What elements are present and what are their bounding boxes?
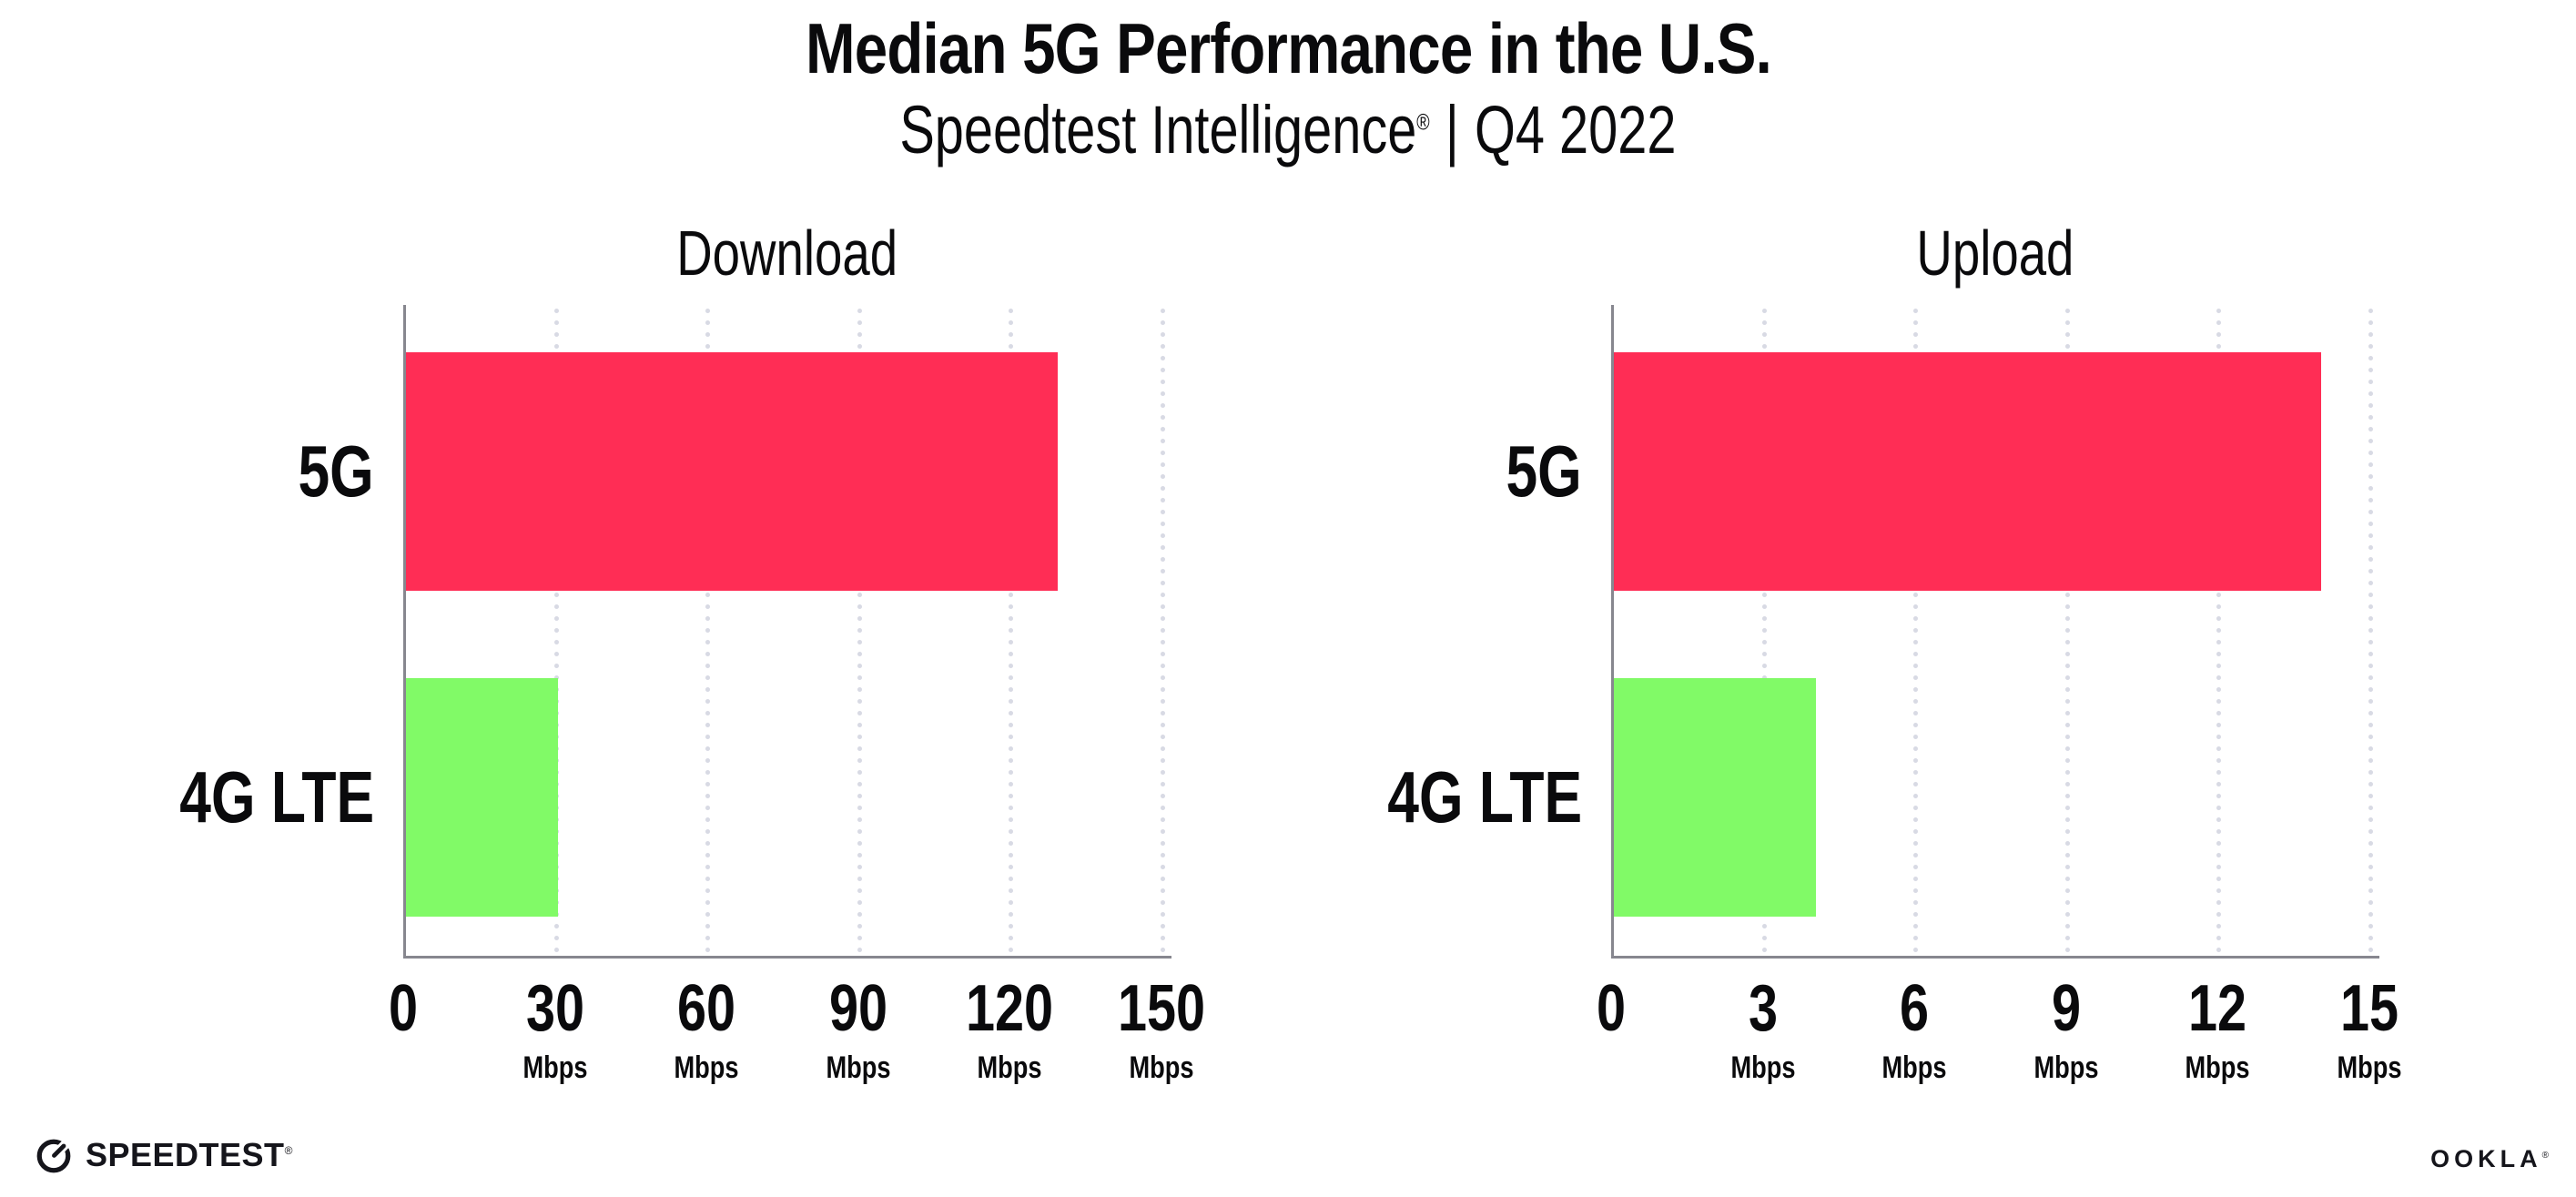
x-tick-unit: Mbps [2337,1050,2402,1085]
x-tick-upload-9: 9 Mbps [1986,976,2146,1083]
gridline-30-mbps [554,305,559,956]
x-tick-value: 90 [828,972,888,1045]
gridline-3-mbps [1762,305,1767,956]
x-tick-unit: Mbps [1129,1050,1194,1085]
gridline-6-mbps [1913,305,1918,956]
gridline-120-mbps [1009,305,1013,956]
x-tick-value: 120 [965,972,1054,1045]
category-label-text: 5G [1506,431,1582,512]
registered-mark-icon: ® [1416,109,1430,136]
x-tick-unit: Mbps [2033,1050,2099,1085]
bar-upload-4g-lte [1614,678,1816,917]
subtitle-separator: | [1445,92,1459,167]
ookla-wordmark-text: OOKLA [2430,1145,2542,1172]
speedtest-logo: SPEEDTEST® [35,1136,293,1174]
gridline-90-mbps [857,305,862,956]
x-tick-value: 3 [1748,972,1779,1045]
category-label-4g-lte: 4G LTE [0,747,374,847]
x-tick-unit: Mbps [826,1050,891,1085]
x-tick-upload-6: 6 Mbps [1834,976,1994,1083]
gridline-60-mbps [705,305,710,956]
x-tick-unit: Mbps [1730,1050,1796,1085]
x-tick-upload-12: 12 Mbps [2137,976,2297,1083]
category-label-5g: 5G [1200,421,1582,522]
x-tick-upload-0: 0 [1531,976,1691,1041]
x-tick-download-0: 0 [323,976,483,1041]
speedtest-registered-mark-icon: ® [284,1144,293,1157]
x-tick-unit: Mbps [522,1050,588,1085]
plot-area-upload [1611,305,2379,959]
page-title: Median 5G Performance in the U.S. [0,7,2576,90]
chart-title-upload: Upload [1611,217,2379,289]
x-tick-download-60: 60 Mbps [626,976,786,1083]
category-label-5g: 5G [0,421,374,522]
page-title-text: Median 5G Performance in the U.S. [805,8,1772,88]
chart-title-text: Upload [1916,218,2074,289]
x-tick-unit: Mbps [977,1050,1042,1085]
x-tick-download-120: 120 Mbps [929,976,1090,1083]
page-subtitle-text: Speedtest Intelligence® | Q4 2022 [899,91,1676,168]
speedtest-wordmark-text: SPEEDTEST [86,1136,285,1173]
chart-title-text: Download [676,218,898,289]
gridline-12-mbps [2216,305,2221,956]
bar-upload-5g [1614,352,2321,591]
x-tick-value: 15 [2339,972,2399,1045]
category-label-4g-lte: 4G LTE [1200,747,1582,847]
plot-area-download [403,305,1171,959]
ookla-registered-mark-icon: ® [2541,1151,2549,1161]
x-tick-value: 9 [2051,972,2082,1045]
x-tick-value: 0 [1596,972,1627,1045]
x-tick-download-30: 30 Mbps [475,976,635,1083]
gridline-9-mbps [2065,305,2070,956]
category-label-text: 4G LTE [1387,756,1582,837]
x-tick-unit: Mbps [1881,1050,1947,1085]
bar-download-5g [406,352,1058,591]
x-tick-value: 6 [1899,972,1930,1045]
category-label-text: 4G LTE [179,756,374,837]
bar-download-4g-lte [406,678,558,917]
gridline-150-mbps [1161,305,1165,956]
chart-title-download: Download [403,217,1171,289]
speedtest-gauge-icon [36,1136,73,1173]
x-tick-download-90: 90 Mbps [778,976,938,1083]
subtitle-period: Q4 2022 [1475,92,1677,167]
category-label-text: 5G [298,431,374,512]
x-tick-unit: Mbps [674,1050,739,1085]
x-tick-value: 0 [388,972,419,1045]
x-tick-download-150: 150 Mbps [1081,976,1242,1083]
subtitle-brand: Speedtest Intelligence [899,92,1417,167]
ookla-logo: OOKLA® [2430,1145,2549,1173]
x-tick-value: 12 [2187,972,2247,1045]
gridline-15-mbps [2368,305,2373,956]
x-tick-value: 150 [1117,972,1206,1045]
x-tick-value: 30 [525,972,585,1045]
page-subtitle: Speedtest Intelligence® | Q4 2022 [0,91,2576,168]
x-tick-upload-15: 15 Mbps [2289,976,2449,1083]
x-tick-value: 60 [676,972,736,1045]
speedtest-wordmark: SPEEDTEST® [86,1136,293,1174]
x-tick-upload-3: 3 Mbps [1683,976,1843,1083]
x-tick-unit: Mbps [2185,1050,2250,1085]
